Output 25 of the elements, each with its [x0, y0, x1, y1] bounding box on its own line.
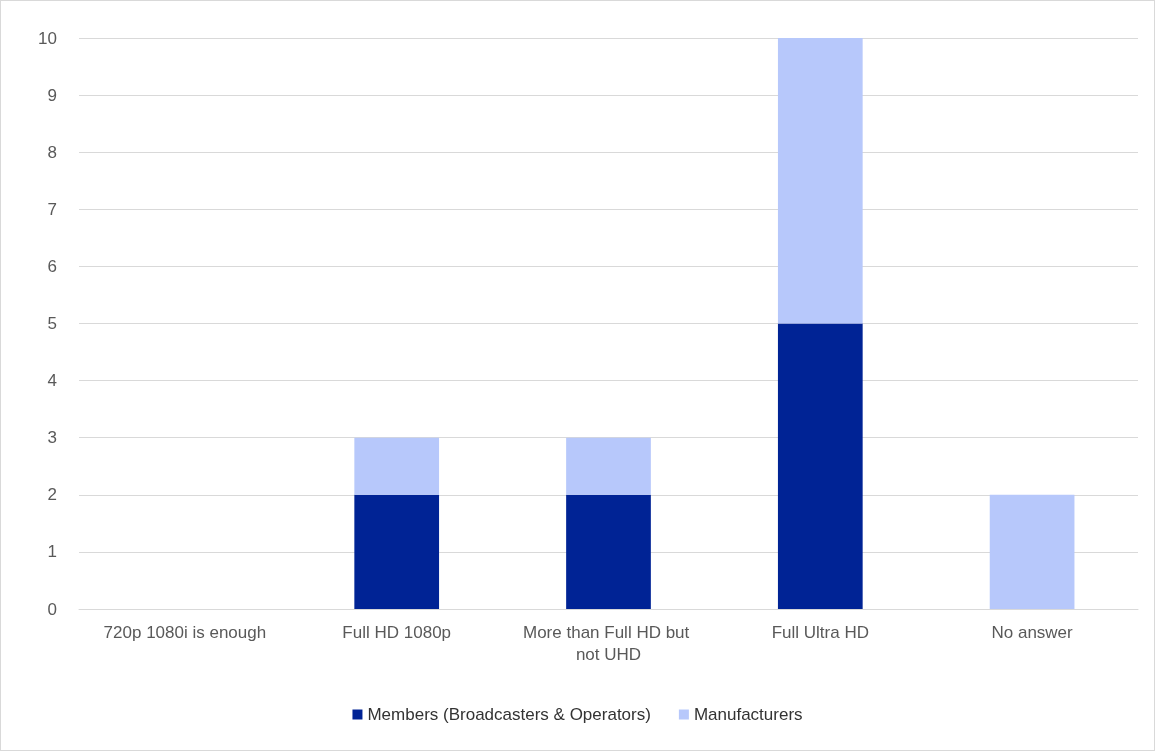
legend-label: Manufacturers	[693, 705, 803, 724]
bar	[354, 494, 440, 609]
x-tick-label: Full HD 1080p	[342, 622, 452, 642]
y-tick-label: 0	[47, 599, 57, 619]
x-tick-label: 720p 1080i is enough	[103, 622, 267, 642]
y-tick-label: 9	[47, 85, 57, 105]
y-tick-label: 3	[47, 428, 57, 448]
legend-label: Members (Broadcasters & Operators)	[367, 705, 651, 724]
bar	[566, 494, 651, 609]
bar	[777, 323, 863, 609]
y-tick-label: 5	[47, 314, 57, 333]
x-tick-label: No answer	[991, 622, 1074, 642]
x-tick-label: More than Full HD but not UHD	[522, 622, 695, 664]
y-tick-label: 10	[38, 28, 57, 48]
y-tick-label: 4	[47, 371, 57, 391]
y-tick-label: 2	[47, 485, 57, 505]
bar	[777, 38, 863, 324]
bar	[354, 437, 440, 495]
y-tick-label: 7	[47, 199, 57, 219]
x-tick-label: Full Ultra HD	[771, 622, 869, 642]
bar	[989, 494, 1075, 609]
y-tick-label: 1	[47, 542, 57, 562]
y-tick-label: 8	[47, 142, 57, 162]
y-tick-label: 6	[47, 256, 57, 276]
bar	[566, 437, 651, 495]
